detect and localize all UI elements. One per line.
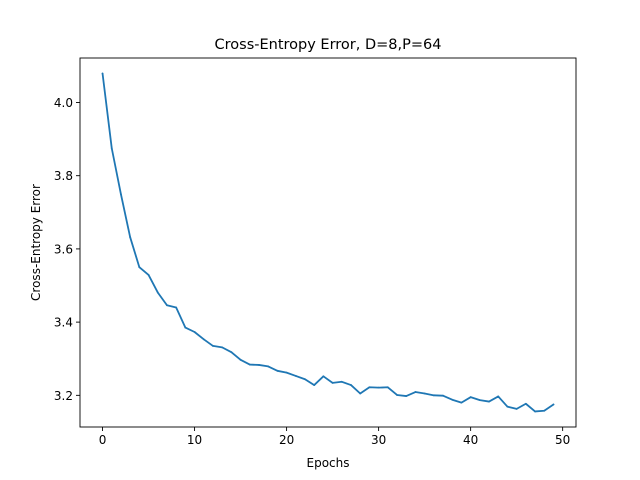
data-point bbox=[202, 338, 205, 341]
data-point bbox=[212, 345, 214, 347]
data-point bbox=[405, 395, 408, 397]
x-tick-label: 30 bbox=[371, 433, 386, 447]
data-point bbox=[166, 304, 168, 307]
data-point bbox=[497, 395, 500, 398]
series-line-0 bbox=[101, 72, 555, 413]
data-point bbox=[524, 402, 527, 405]
data-point bbox=[193, 331, 196, 333]
data-point bbox=[543, 409, 546, 412]
y-axis-label: Cross-Entropy Error bbox=[29, 184, 43, 301]
data-point bbox=[147, 274, 150, 276]
data-point bbox=[138, 266, 141, 269]
plot-frame bbox=[79, 57, 577, 428]
data-point bbox=[120, 193, 122, 196]
data-point bbox=[350, 384, 352, 386]
x-tick-label: 0 bbox=[99, 433, 107, 447]
x-tick-label: 50 bbox=[555, 433, 570, 447]
y-tick-label: 3.4 bbox=[54, 316, 73, 330]
chart-title: Cross-Entropy Error, D=8,P=64 bbox=[215, 37, 442, 53]
x-tick-label: 20 bbox=[279, 433, 294, 447]
data-point bbox=[239, 358, 242, 361]
data-point bbox=[322, 375, 325, 378]
data-point bbox=[451, 398, 454, 401]
data-point bbox=[156, 291, 159, 294]
data-point bbox=[313, 384, 316, 386]
data-point bbox=[515, 407, 518, 410]
data-point bbox=[377, 386, 380, 389]
data-point bbox=[478, 399, 481, 401]
data-point bbox=[258, 364, 260, 366]
data-point bbox=[276, 369, 279, 372]
data-point bbox=[359, 392, 362, 395]
plot-area bbox=[101, 72, 555, 413]
data-point bbox=[552, 403, 555, 406]
data-point bbox=[469, 396, 472, 399]
data-point bbox=[386, 386, 389, 389]
data-point bbox=[423, 392, 426, 395]
data-point bbox=[294, 375, 297, 377]
data-point bbox=[221, 346, 224, 349]
data-point bbox=[267, 365, 270, 368]
y-tick-label: 3.8 bbox=[54, 169, 73, 183]
data-point bbox=[184, 326, 187, 329]
x-tick-label: 40 bbox=[463, 433, 478, 447]
data-point bbox=[442, 394, 444, 397]
y-tick-label: 4.0 bbox=[54, 96, 73, 110]
data-point bbox=[285, 371, 288, 374]
data-point bbox=[230, 351, 233, 354]
y-tick-label: 3.2 bbox=[54, 389, 73, 403]
data-point bbox=[248, 363, 251, 366]
data-point bbox=[304, 378, 306, 381]
data-point bbox=[110, 147, 113, 150]
data-point bbox=[396, 394, 398, 396]
data-point bbox=[340, 380, 343, 383]
data-point bbox=[414, 391, 417, 393]
data-point bbox=[460, 401, 463, 404]
data-point bbox=[129, 236, 132, 239]
data-point bbox=[534, 410, 536, 413]
x-axis-label: Epochs bbox=[307, 456, 350, 470]
data-point bbox=[506, 405, 509, 408]
x-tick-label: 10 bbox=[187, 433, 202, 447]
y-tick-label: 3.6 bbox=[54, 242, 73, 256]
axis-ticks: 0 10 20 30 40 50 3.2 3.4 3.6 3.8 4.0 bbox=[54, 96, 570, 447]
data-point bbox=[101, 72, 104, 75]
data-point bbox=[331, 381, 334, 384]
data-point bbox=[432, 394, 435, 397]
data-point bbox=[175, 306, 178, 309]
data-point bbox=[368, 386, 371, 389]
data-point bbox=[488, 400, 490, 403]
